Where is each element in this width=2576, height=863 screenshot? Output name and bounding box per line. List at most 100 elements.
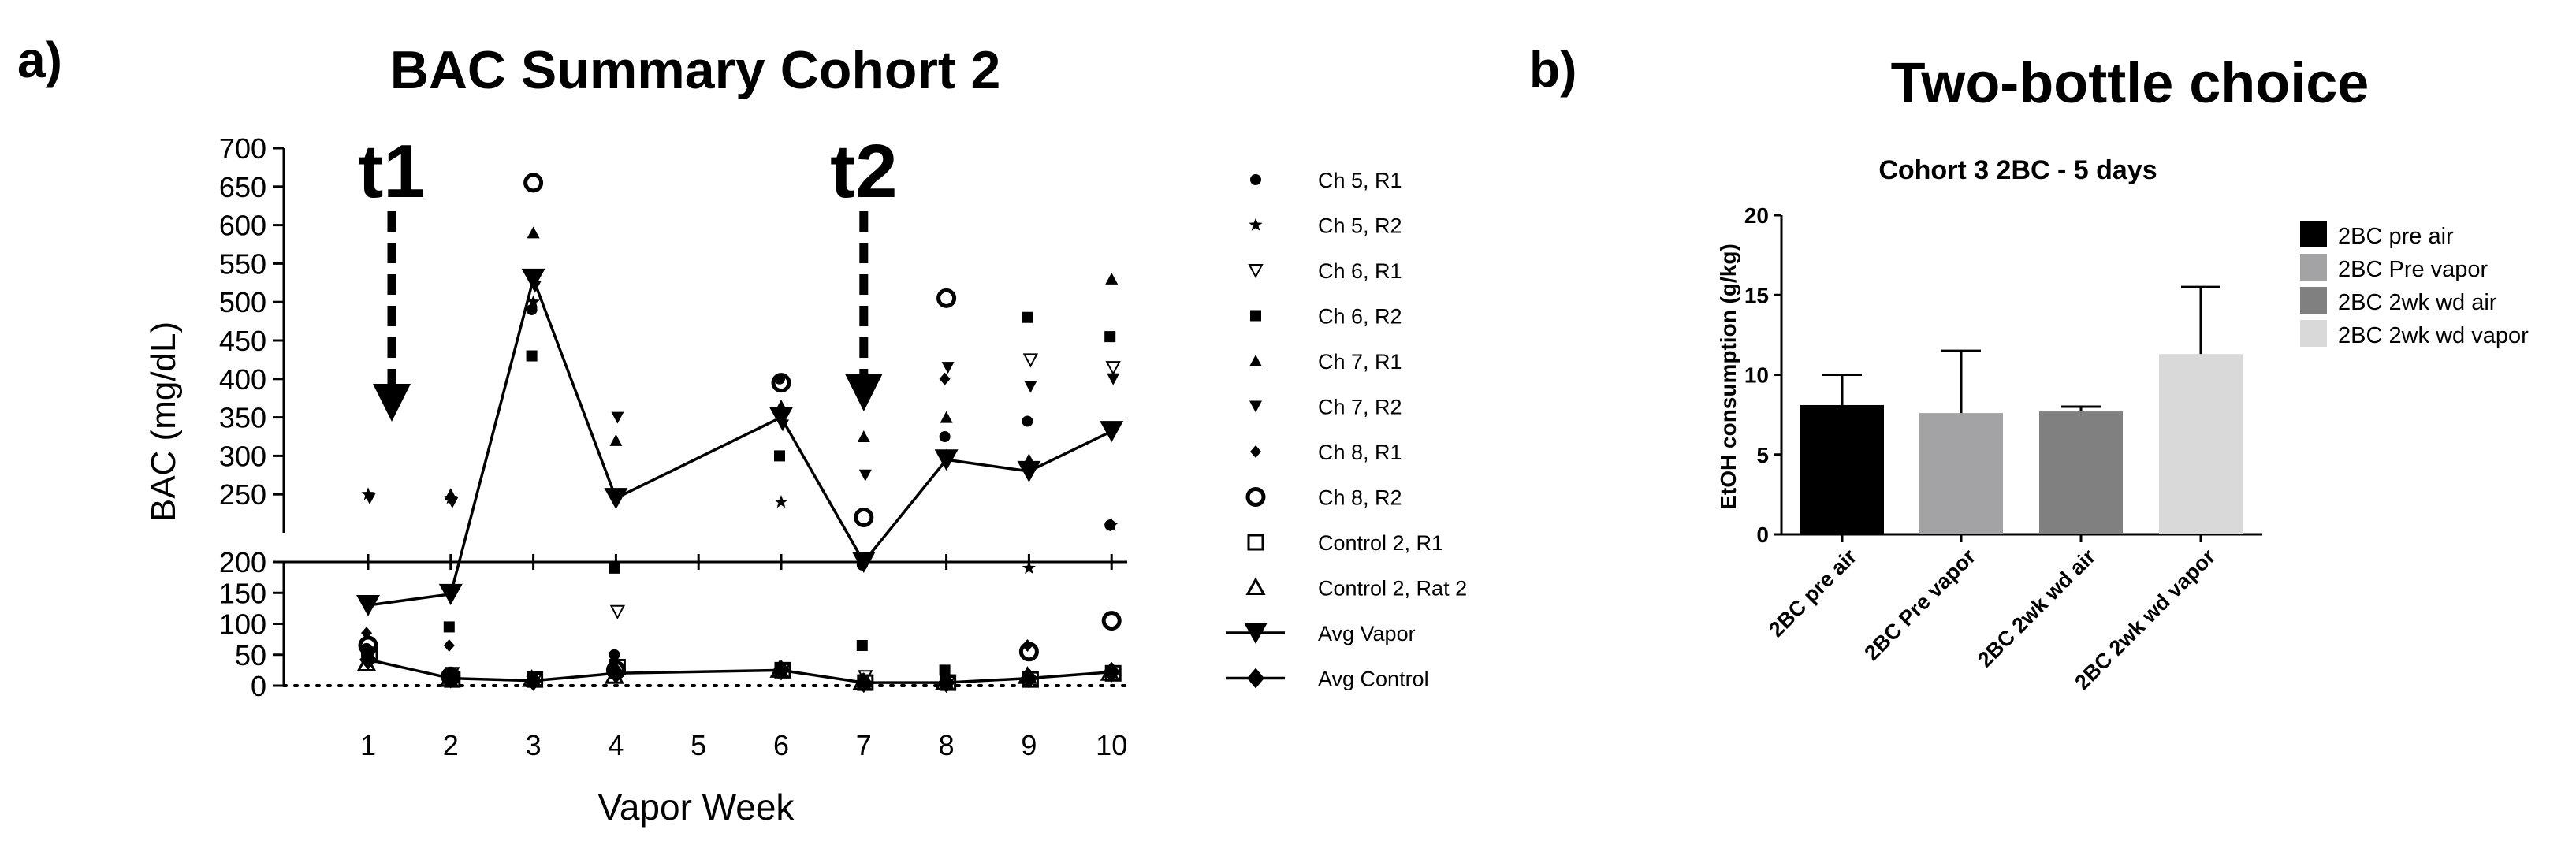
point-s5-0 <box>363 493 376 505</box>
point-s10-5 <box>851 552 876 573</box>
point-s3-1 <box>443 621 455 633</box>
point-s10-4 <box>769 407 793 429</box>
point-s6-6 <box>939 372 951 385</box>
x-tick-label: 3 <box>526 729 542 761</box>
point-s0-3 <box>609 649 620 660</box>
point-s1-2 <box>527 295 541 308</box>
point-s11-0 <box>359 649 377 671</box>
legend-label-8: Control 2, R1 <box>1318 531 1443 555</box>
legend-marker-1 <box>1249 218 1263 231</box>
chart-a-annotations: t1 t2 <box>358 129 897 422</box>
point-s5-6 <box>941 362 955 374</box>
legend-marker-11 <box>1247 668 1264 689</box>
point-s0-6 <box>939 431 951 442</box>
y-tick-label: 150 <box>219 577 266 609</box>
series-line-10 <box>367 274 1112 607</box>
x-tick-label: 2BC 2wk wd air <box>1973 545 2101 672</box>
y-tick-label: 50 <box>235 639 266 671</box>
y-tick-label: 200 <box>219 546 266 578</box>
y-tick-label: 600 <box>219 210 266 242</box>
y-tick-label: 250 <box>219 478 266 511</box>
point-s2-7 <box>1022 353 1039 368</box>
chart-b-ylabel: EtOH consumption (g/kg) <box>1716 244 1740 510</box>
x-tick-label: 1 <box>360 729 376 761</box>
legend-swatch-1 <box>2300 254 2327 281</box>
y-tick-label: 300 <box>219 440 266 472</box>
legend-marker-3 <box>1250 310 1261 322</box>
point-s7-2 <box>523 173 544 193</box>
bar-3 <box>2159 354 2243 534</box>
point-s3-5 <box>856 639 868 651</box>
legend-label-5: Ch 7, R2 <box>1318 396 1402 419</box>
y-tick-label: 0 <box>1756 523 1769 547</box>
panel-a-label: a) <box>17 32 62 88</box>
x-tick-label: 10 <box>1096 729 1127 761</box>
point-s3-3 <box>609 562 620 574</box>
series-line-11 <box>367 658 1112 684</box>
point-s7-5 <box>854 507 874 527</box>
point-s6-1 <box>443 638 455 652</box>
point-s2-3 <box>609 604 626 619</box>
x-tick-label: 2 <box>443 729 459 761</box>
legend-swatch-3 <box>2300 320 2327 347</box>
point-s5-3 <box>611 411 624 424</box>
chart-b-legend: 2BC pre air 2BC Pre vapor 2BC 2wk wd air 2B… <box>2300 221 2529 348</box>
annotation-arrow-head-1 <box>844 374 883 411</box>
point-s7-6 <box>936 288 957 308</box>
y-tick-label: 500 <box>219 286 266 318</box>
y-tick-label: 700 <box>219 132 266 165</box>
legend-label-3: 2BC 2wk wd vapor <box>2338 323 2529 348</box>
point-s11-2 <box>524 670 542 691</box>
legend-label-11: Avg Control <box>1318 668 1429 691</box>
legend-label-6: Ch 8, R1 <box>1318 441 1402 464</box>
x-tick-label: 2BC pre air <box>1764 545 1861 642</box>
legend-label-9: Control 2, Rat 2 <box>1318 577 1467 601</box>
chart-a-axes <box>273 147 1129 687</box>
point-s5-7 <box>1024 381 1037 393</box>
point-s10-0 <box>356 594 380 616</box>
y-tick-label: 350 <box>219 402 266 434</box>
point-s11-1 <box>441 668 460 689</box>
point-s2-8 <box>1105 361 1121 376</box>
point-s11-6 <box>937 672 955 694</box>
point-s10-7 <box>1017 460 1041 482</box>
point-s4-5 <box>857 430 870 442</box>
annotation-arrow-head-0 <box>373 384 411 422</box>
x-tick-label: 2BC Pre vapor <box>1859 545 1980 665</box>
legend-label-7: Ch 8, R2 <box>1318 486 1402 510</box>
point-s3-6 <box>939 664 951 676</box>
point-s11-3 <box>607 663 625 684</box>
legend-label-0: 2BC pre air <box>2338 224 2454 249</box>
point-s10-1 <box>438 583 463 605</box>
x-tick-label: 6 <box>773 729 789 761</box>
legend-marker-0 <box>1250 174 1261 185</box>
y-tick-label: 650 <box>219 171 266 203</box>
point-s4-6 <box>940 411 953 423</box>
point-s3-8 <box>1104 331 1116 343</box>
point-s4-2 <box>527 226 540 239</box>
bar-2 <box>2039 411 2123 534</box>
point-s10-3 <box>604 488 628 510</box>
point-s3-2 <box>526 350 538 362</box>
legend-swatch-2 <box>2300 287 2327 314</box>
legend-marker-8 <box>1247 534 1264 551</box>
x-tick-label: 4 <box>608 729 624 761</box>
y-tick-label: 450 <box>219 325 266 357</box>
point-s10-2 <box>521 268 545 290</box>
point-s11-8 <box>1103 661 1121 683</box>
point-s11-4 <box>772 660 790 681</box>
y-tick-label: 550 <box>219 247 266 280</box>
x-tick-label: 7 <box>856 729 872 761</box>
legend-marker-9 <box>1245 577 1266 595</box>
legend-label-10: Avg Vapor <box>1318 622 1416 645</box>
point-s10-6 <box>934 449 959 471</box>
legend-label-0: Ch 5, R1 <box>1318 169 1402 192</box>
legend-marker-7 <box>1245 487 1266 507</box>
y-tick-label: 15 <box>1744 283 1769 307</box>
point-s10-8 <box>1100 421 1124 443</box>
legend-label-4: Ch 7, R1 <box>1318 350 1402 374</box>
panel-b-label: b) <box>1529 41 1576 98</box>
